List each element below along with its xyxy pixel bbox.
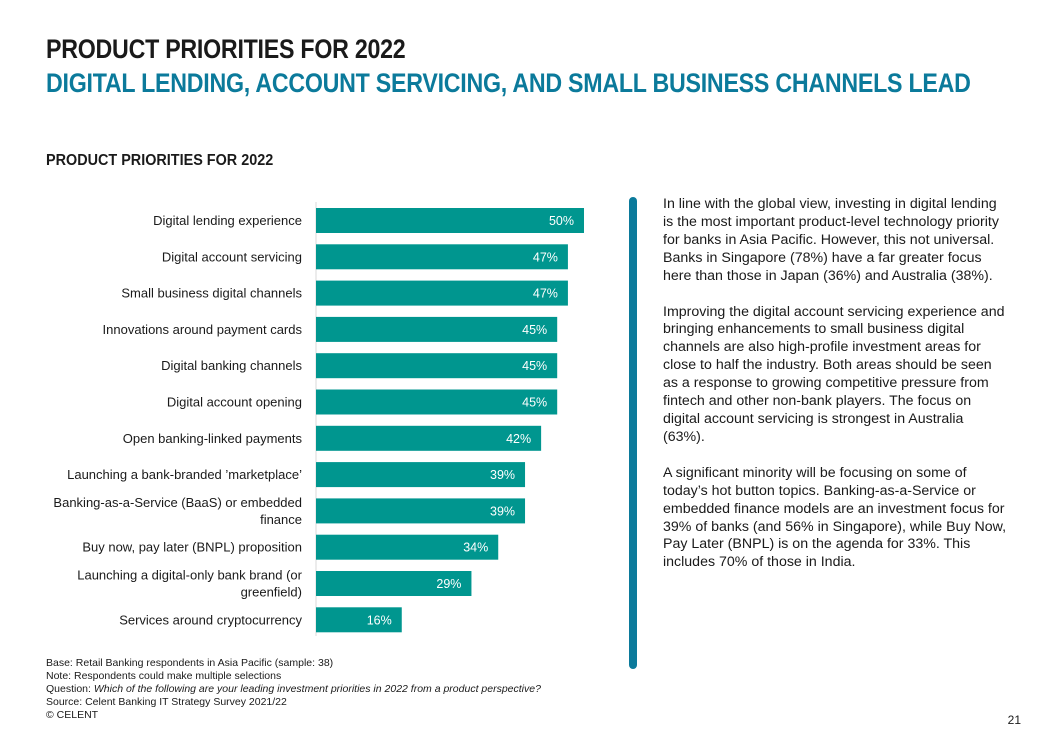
bar-6 — [316, 389, 558, 415]
category-label: Innovations around payment cards — [103, 322, 303, 337]
data-label: 29% — [436, 577, 461, 591]
category-label: Buy now, pay later (BNPL) proposition — [82, 540, 302, 555]
data-label: 39% — [490, 468, 515, 482]
data-label: 50% — [549, 214, 574, 228]
category-label: Launching a digital-only bank brand (or g… — [77, 568, 302, 600]
page-number: 21 — [1007, 713, 1021, 727]
note-question: Question: Which of the following are you… — [46, 683, 541, 696]
commentary-paragraph-1: In line with the global view, investing … — [663, 196, 999, 284]
data-label: 16% — [367, 613, 392, 627]
commentary: In line with the global view, investing … — [663, 196, 1008, 590]
category-label: Digital lending experience — [153, 213, 302, 228]
bar-8 — [316, 462, 526, 488]
bar-12 — [316, 607, 402, 633]
category-label: Digital account opening — [167, 395, 302, 410]
note-base: Base: Retail Banking respondents in Asia… — [46, 657, 334, 669]
category-label: Digital account servicing — [162, 249, 302, 264]
data-label: 47% — [533, 287, 558, 301]
bar-3 — [316, 280, 568, 306]
data-label: 39% — [490, 504, 515, 518]
category-label: Banking-as-a-Service (BaaS) or embedded f… — [53, 495, 302, 527]
category-label: Open banking-linked payments — [123, 431, 303, 446]
category-label: Digital banking channels — [161, 358, 302, 373]
category-label: Launching a bank-branded ’marketplace’ — [67, 467, 302, 482]
note-source: Source: Celent Banking IT Strategy Surve… — [46, 696, 287, 708]
bar-10 — [316, 534, 499, 560]
bar-2 — [316, 244, 568, 270]
category-label: Services around cryptocurrency — [119, 612, 302, 627]
bar-5 — [316, 353, 558, 379]
vertical-accent-divider — [629, 197, 637, 669]
bar-chart: 50% Digital lending experience 47% Digital … — [53, 202, 584, 636]
commentary-paragraph-2: Improving the digital account servicing … — [663, 303, 1005, 445]
bar-4 — [316, 316, 558, 342]
commentary-paragraph-3: A significant minority will be focusing … — [663, 464, 1007, 571]
page-subtitle: DIGITAL LENDING, ACCOUNT SERVICING, AND … — [46, 68, 971, 98]
chart-title: PRODUCT PRIORITIES FOR 2022 — [46, 152, 274, 169]
bars-group: 50% Digital lending experience 47% Digital … — [53, 208, 584, 633]
category-label: Small business digital channels — [121, 286, 302, 301]
data-label: 45% — [522, 323, 547, 337]
bar-1 — [316, 208, 584, 233]
bar-9 — [316, 498, 526, 524]
data-label: 45% — [522, 396, 547, 410]
bar-11 — [316, 571, 472, 596]
data-label: 47% — [533, 250, 558, 264]
bar-7 — [316, 425, 542, 451]
question-text: Which of the following are your leading … — [93, 683, 541, 695]
data-label: 42% — [506, 432, 531, 446]
data-label: 45% — [522, 359, 547, 373]
note-multiple: Note: Respondents could make multiple se… — [46, 670, 282, 682]
data-label: 34% — [463, 541, 488, 555]
question-label: Question: — [46, 683, 94, 695]
chart-notes: Base: Retail Banking respondents in Asia… — [46, 657, 541, 722]
page-title: PRODUCT PRIORITIES FOR 2022 — [46, 34, 406, 64]
copyright: © CELENT — [46, 709, 99, 721]
